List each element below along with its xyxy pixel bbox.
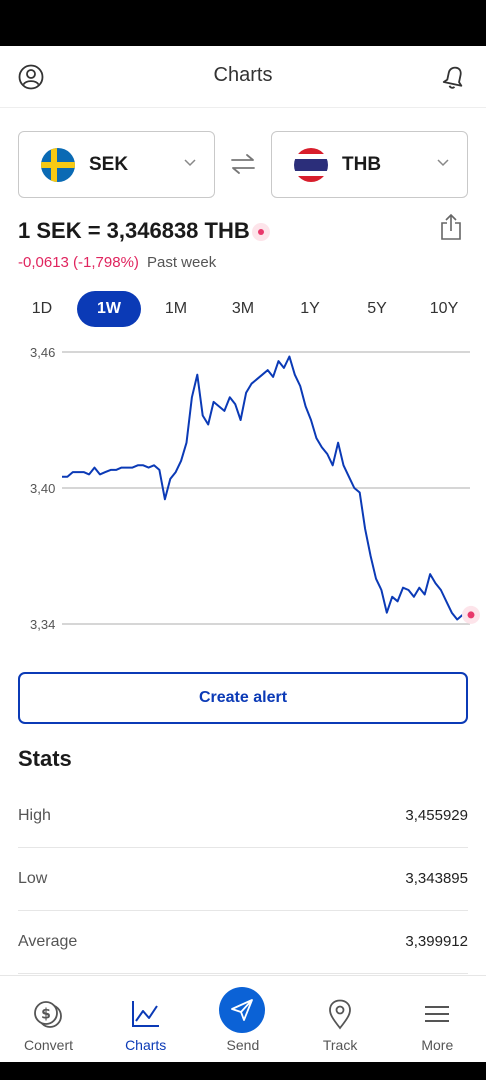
- nav-send[interactable]: Send: [194, 976, 291, 1063]
- last-point-marker: [467, 611, 475, 619]
- app-header: Charts: [0, 46, 486, 108]
- range-tab-1m[interactable]: 1M: [164, 300, 188, 317]
- profile-icon[interactable]: [18, 64, 44, 90]
- svg-text:$: $: [41, 1007, 51, 1023]
- stat-label: Low: [18, 870, 48, 887]
- rate-chart: 3,46 3,40 3,34: [30, 345, 480, 632]
- bell-icon[interactable]: [442, 64, 466, 90]
- stat-row-low: Low 3,343895: [18, 848, 468, 911]
- stat-value: 3,399912: [405, 933, 468, 950]
- sweden-flag-icon: [41, 148, 75, 182]
- chart-line-icon: [132, 1001, 160, 1027]
- swap-icon[interactable]: [230, 152, 256, 176]
- range-tab-1w[interactable]: 1W: [77, 291, 141, 327]
- to-currency-code: THB: [342, 154, 382, 175]
- nav-label: Convert: [23, 1037, 74, 1053]
- coins-icon: $: [34, 1001, 62, 1028]
- system-nav-bar: [0, 1062, 486, 1080]
- nav-label: Track: [322, 1037, 358, 1053]
- from-currency-select[interactable]: SEK: [18, 131, 215, 198]
- range-tab-10y[interactable]: 10Y: [429, 300, 459, 317]
- chevron-down-icon: [437, 159, 449, 167]
- live-indicator: [252, 223, 270, 241]
- nav-label: More: [421, 1037, 454, 1053]
- nav-label: Send: [226, 1037, 260, 1053]
- range-tab-1d[interactable]: 1D: [31, 300, 53, 317]
- time-range-tabs: 1D 1W 1M 3M 1Y 5Y 10Y: [10, 291, 480, 327]
- location-pin-icon: [328, 999, 351, 1030]
- y-tick-label: 3,34: [30, 617, 55, 632]
- rate-period: Past week: [147, 254, 217, 271]
- nav-label: Charts: [125, 1037, 167, 1053]
- nav-charts[interactable]: Charts: [97, 976, 194, 1063]
- to-currency-select[interactable]: THB: [271, 131, 468, 198]
- page-title: Charts: [213, 64, 273, 86]
- rate-change: -0,0613 (-1,798%): [18, 254, 139, 271]
- nav-track[interactable]: Track: [292, 976, 389, 1063]
- range-tab-1y[interactable]: 1Y: [300, 300, 320, 317]
- stat-row-high: High 3,455929: [18, 785, 468, 848]
- create-alert-button[interactable]: Create alert: [18, 672, 468, 724]
- paper-plane-icon: [231, 999, 254, 1021]
- range-tab-3m[interactable]: 3M: [231, 300, 255, 317]
- range-tab-5y[interactable]: 5Y: [367, 300, 387, 317]
- nav-more[interactable]: More: [389, 976, 486, 1063]
- stats-title: Stats: [18, 746, 72, 771]
- y-tick-label: 3,46: [30, 345, 55, 360]
- hamburger-menu-icon: [424, 1006, 449, 1022]
- stat-label: High: [18, 807, 51, 824]
- rate-series-line: [62, 355, 468, 621]
- share-icon[interactable]: [440, 213, 462, 241]
- bottom-nav: $ Convert Charts Send Track More: [0, 975, 486, 1062]
- from-currency-code: SEK: [89, 154, 129, 175]
- stat-label: Average: [18, 933, 78, 950]
- stat-value: 3,343895: [405, 870, 468, 887]
- exchange-rate: 1 SEK = 3,346838 THB: [18, 218, 250, 243]
- status-bar: [0, 0, 486, 46]
- nav-convert[interactable]: $ Convert: [0, 976, 97, 1063]
- chevron-down-icon: [184, 159, 196, 167]
- stat-value: 3,455929: [405, 807, 468, 824]
- stat-row-average: Average 3,399912: [18, 911, 468, 974]
- y-tick-label: 3,40: [30, 481, 55, 496]
- thailand-flag-icon: [294, 148, 328, 182]
